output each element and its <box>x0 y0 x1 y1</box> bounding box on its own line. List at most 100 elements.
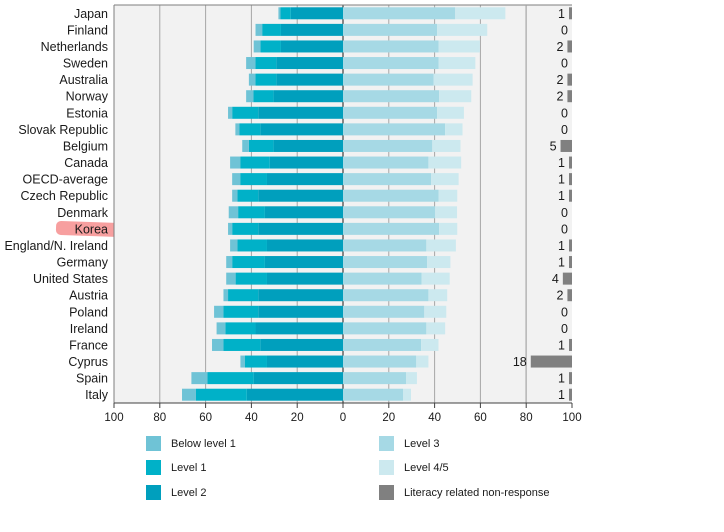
x-tick-label: 100 <box>104 412 123 424</box>
bar-level-2 <box>280 23 343 36</box>
bar-below-level-1 <box>230 156 241 169</box>
bar-level-1 <box>239 123 261 136</box>
country-label: Finland <box>67 23 108 37</box>
bar-level-2 <box>290 7 343 20</box>
bar-level-3 <box>343 40 439 53</box>
non-response-value-label: 2 <box>556 40 563 54</box>
country-label: OECD-average <box>23 173 108 187</box>
non-response-value-label: 0 <box>561 305 568 319</box>
bar-level-3 <box>343 322 427 335</box>
bar-below-level-1 <box>246 57 256 70</box>
bar-below-level-1 <box>278 7 281 20</box>
bar-level-4-5 <box>431 173 459 186</box>
bar-level-3 <box>343 338 422 351</box>
bar-below-level-1 <box>228 206 239 219</box>
bar-level-1 <box>240 156 270 169</box>
bar-non-response <box>569 173 572 186</box>
bar-non-response <box>569 372 572 385</box>
bar-level-3 <box>343 189 439 202</box>
x-tick-label: 20 <box>291 412 304 424</box>
bar-level-1 <box>237 189 259 202</box>
bar-below-level-1 <box>226 272 236 285</box>
bar-level-4-5 <box>432 139 461 152</box>
non-response-value-label: 1 <box>558 388 565 402</box>
non-response-value-label: 1 <box>558 156 565 170</box>
bar-level-4-5 <box>416 355 429 368</box>
non-response-value-label: 0 <box>561 222 568 236</box>
bar-level-2 <box>255 322 343 335</box>
bar-level-3 <box>343 256 428 269</box>
bar-below-level-1 <box>230 239 238 252</box>
bar-level-4-5 <box>438 40 480 53</box>
bar-level-4-5 <box>455 7 506 20</box>
bar-below-level-1 <box>240 355 245 368</box>
non-response-value-label: 1 <box>558 372 565 386</box>
country-label: Ireland <box>70 322 108 336</box>
bar-level-4-5 <box>437 23 488 36</box>
bar-level-4-5 <box>435 206 458 219</box>
bar-level-4-5 <box>406 372 417 385</box>
bar-level-4-5 <box>437 106 464 119</box>
non-response-value-label: 2 <box>556 90 563 104</box>
bar-below-level-1 <box>216 322 226 335</box>
bar-level-2 <box>258 289 343 302</box>
bar-level-3 <box>343 305 425 318</box>
bars <box>182 7 506 401</box>
bar-level-1 <box>280 7 291 20</box>
bar-level-1 <box>244 355 267 368</box>
bar-level-3 <box>343 57 439 70</box>
bar-level-1 <box>240 173 267 186</box>
bar-level-2 <box>276 57 343 70</box>
bar-level-4-5 <box>426 322 446 335</box>
bar-level-2 <box>266 173 343 186</box>
bar-level-3 <box>343 206 436 219</box>
bar-level-3 <box>343 239 427 252</box>
country-label: Cyprus <box>68 355 108 369</box>
bar-level-1 <box>248 139 274 152</box>
x-tick-label: 100 <box>562 412 581 424</box>
non-response-value-label: 0 <box>561 206 568 220</box>
x-tick-label: 80 <box>520 412 533 424</box>
bar-below-level-1 <box>226 256 233 269</box>
bar-level-2 <box>258 222 343 235</box>
non-response-value-label: 1 <box>558 338 565 352</box>
bar-level-4-5 <box>433 73 473 86</box>
x-tick-label: 60 <box>199 412 212 424</box>
bar-level-2 <box>273 90 343 103</box>
bar-below-level-1 <box>212 338 224 351</box>
bar-level-1 <box>235 272 267 285</box>
bar-non-response <box>569 239 572 252</box>
country-label: Slovak Republic <box>18 123 108 137</box>
bar-level-4-5 <box>428 289 448 302</box>
bar-non-response <box>567 289 572 302</box>
country-label: Germany <box>57 256 109 270</box>
country-label: Spain <box>76 372 108 386</box>
country-label: United States <box>33 272 108 286</box>
bar-below-level-1 <box>191 372 208 385</box>
bar-below-level-1 <box>248 73 256 86</box>
bar-level-2 <box>246 388 343 401</box>
bar-non-response <box>560 139 572 152</box>
bar-level-4-5 <box>421 272 450 285</box>
bar-below-level-1 <box>232 189 238 202</box>
bar-below-level-1 <box>214 305 224 318</box>
bar-level-3 <box>343 106 438 119</box>
bar-level-2 <box>258 305 343 318</box>
bar-level-1 <box>207 372 254 385</box>
bar-level-2 <box>266 355 343 368</box>
bar-level-3 <box>343 222 440 235</box>
bar-level-1 <box>237 239 267 252</box>
bar-level-4-5 <box>438 57 476 70</box>
bar-level-2 <box>264 206 343 219</box>
x-tick-label: 80 <box>153 412 166 424</box>
bar-non-response <box>569 189 572 202</box>
bar-level-3 <box>343 388 403 401</box>
bar-level-2 <box>280 40 343 53</box>
bar-level-1 <box>255 57 277 70</box>
country-label: Sweden <box>63 57 108 71</box>
bar-level-3 <box>343 7 456 20</box>
bar-below-level-1 <box>235 123 240 136</box>
bar-below-level-1 <box>246 90 254 103</box>
bar-level-4-5 <box>445 123 463 136</box>
country-label: Korea <box>75 222 108 236</box>
